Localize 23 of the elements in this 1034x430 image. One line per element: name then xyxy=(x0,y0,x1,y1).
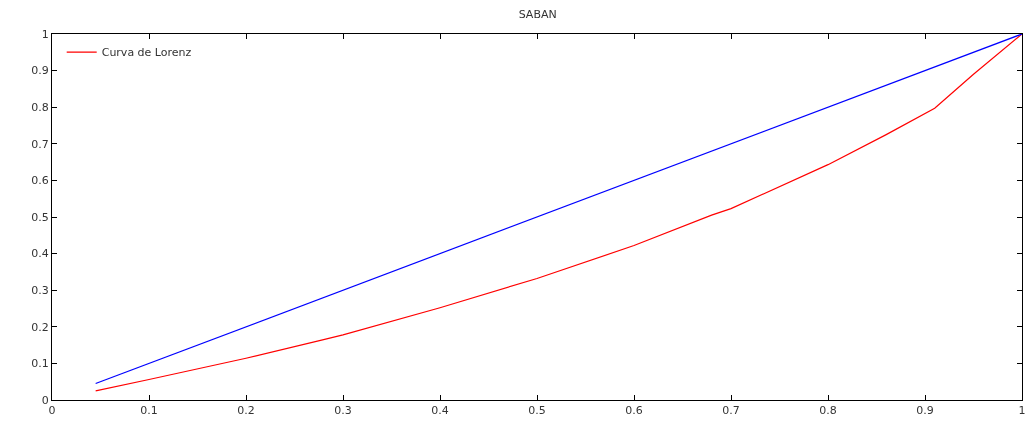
y-tick-label: 0.6 xyxy=(31,174,49,188)
x-tick-label: 0.8 xyxy=(819,404,837,418)
x-tick-label: 0.3 xyxy=(334,404,352,418)
y-tick-label: 0.3 xyxy=(31,284,49,298)
y-tick-label: 0.9 xyxy=(31,64,49,78)
y-tick-label: 0.4 xyxy=(31,247,49,261)
y-tick-label: 0.1 xyxy=(31,357,49,371)
x-tick-label: 1 xyxy=(1018,404,1026,418)
x-tick-label: 0.6 xyxy=(625,404,643,418)
x-tick-label: 0.9 xyxy=(916,404,934,418)
y-tick-label: 0 xyxy=(41,393,49,407)
chart-title: SABAN xyxy=(518,8,557,22)
x-tick-label: 0.5 xyxy=(528,404,546,418)
x-tick-label: 0.2 xyxy=(237,404,255,418)
y-tick-label: 0.8 xyxy=(31,101,49,115)
legend-label: Curva de Lorenz xyxy=(101,46,192,60)
x-tick-label: 0.4 xyxy=(431,404,449,418)
x-tick-label: 0.7 xyxy=(722,404,740,418)
x-tick-label: 0.1 xyxy=(140,404,158,418)
y-tick-label: 0.2 xyxy=(31,320,49,334)
y-tick-label: 0.7 xyxy=(31,137,49,151)
y-tick-label: 0.5 xyxy=(31,210,49,224)
y-tick-label: 1 xyxy=(41,27,49,41)
